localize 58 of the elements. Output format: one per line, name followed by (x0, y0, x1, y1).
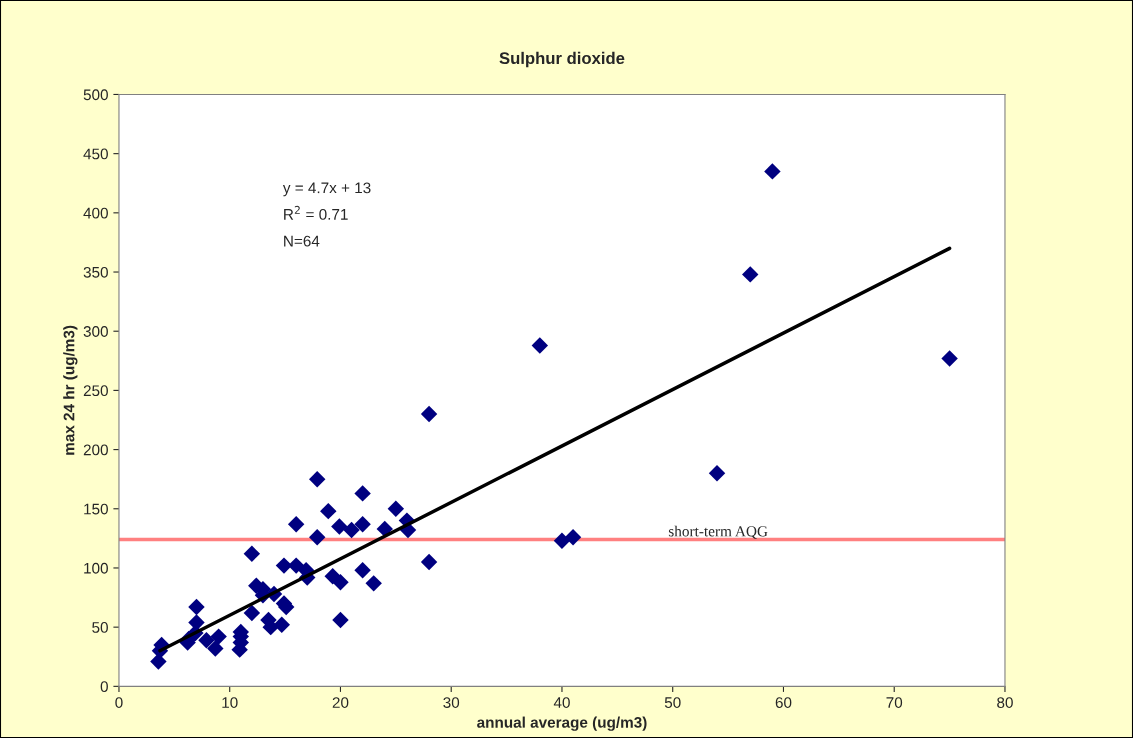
point (742, 266, 759, 283)
point (564, 528, 582, 546)
point (188, 614, 205, 631)
chart-title: Sulphur dioxide (499, 51, 625, 68)
annotation: y = 4.7x + 13 (282, 182, 371, 197)
annotation: N=64 (284, 235, 320, 247)
y-tick-label: 200 (83, 444, 108, 456)
point (343, 521, 360, 539)
point (376, 520, 393, 538)
point (308, 528, 326, 546)
point (331, 518, 348, 535)
y-tick-label: 250 (83, 385, 108, 397)
y-tick-label: 0 (100, 681, 108, 693)
point (420, 405, 438, 423)
x-tick-label: 10 (222, 697, 238, 708)
point (188, 598, 205, 616)
y-tick-label: 300 (83, 326, 108, 337)
y-tick-label: 350 (83, 266, 108, 278)
point (332, 611, 349, 629)
x-tick-label: 80 (997, 697, 1013, 708)
point (354, 515, 371, 533)
y-tick-label: 400 (83, 207, 108, 219)
x-tick-label: 70 (886, 697, 903, 708)
annotation: R$^{2}$ = 0.71 (284, 205, 348, 220)
point (287, 515, 305, 533)
x-tick-label: 40 (553, 697, 570, 708)
point (365, 575, 382, 592)
y-tick-label: 100 (84, 562, 108, 574)
point (531, 337, 549, 354)
point (320, 502, 337, 520)
point (308, 470, 326, 488)
point (198, 631, 215, 649)
y-tick-label: 50 (92, 622, 108, 633)
point (764, 163, 781, 180)
ref-line-label: short-term AQG (668, 525, 768, 539)
point (207, 640, 224, 657)
point (243, 604, 261, 622)
y-tick-label: 500 (83, 89, 108, 101)
point (708, 465, 726, 482)
x-tick-label: 0 (115, 697, 123, 708)
point (941, 350, 958, 367)
x-axis-title: annual average (ug/m3) (477, 716, 647, 731)
point (354, 562, 371, 579)
x-tick-label: 50 (664, 697, 681, 708)
x-tick-label: 60 (775, 697, 792, 708)
point (273, 616, 290, 633)
y-tick-label: 450 (83, 148, 108, 160)
point (243, 545, 261, 562)
point (553, 532, 571, 549)
x-tick-label: 30 (443, 697, 460, 708)
point (332, 573, 349, 591)
point (354, 485, 371, 502)
y-axis-title: max 24 hr (ug/m3) (63, 325, 78, 455)
x-tick-label: 20 (332, 697, 349, 708)
point (210, 628, 227, 645)
point (420, 553, 438, 571)
point (387, 500, 405, 517)
y-tick-label: 150 (84, 503, 108, 515)
